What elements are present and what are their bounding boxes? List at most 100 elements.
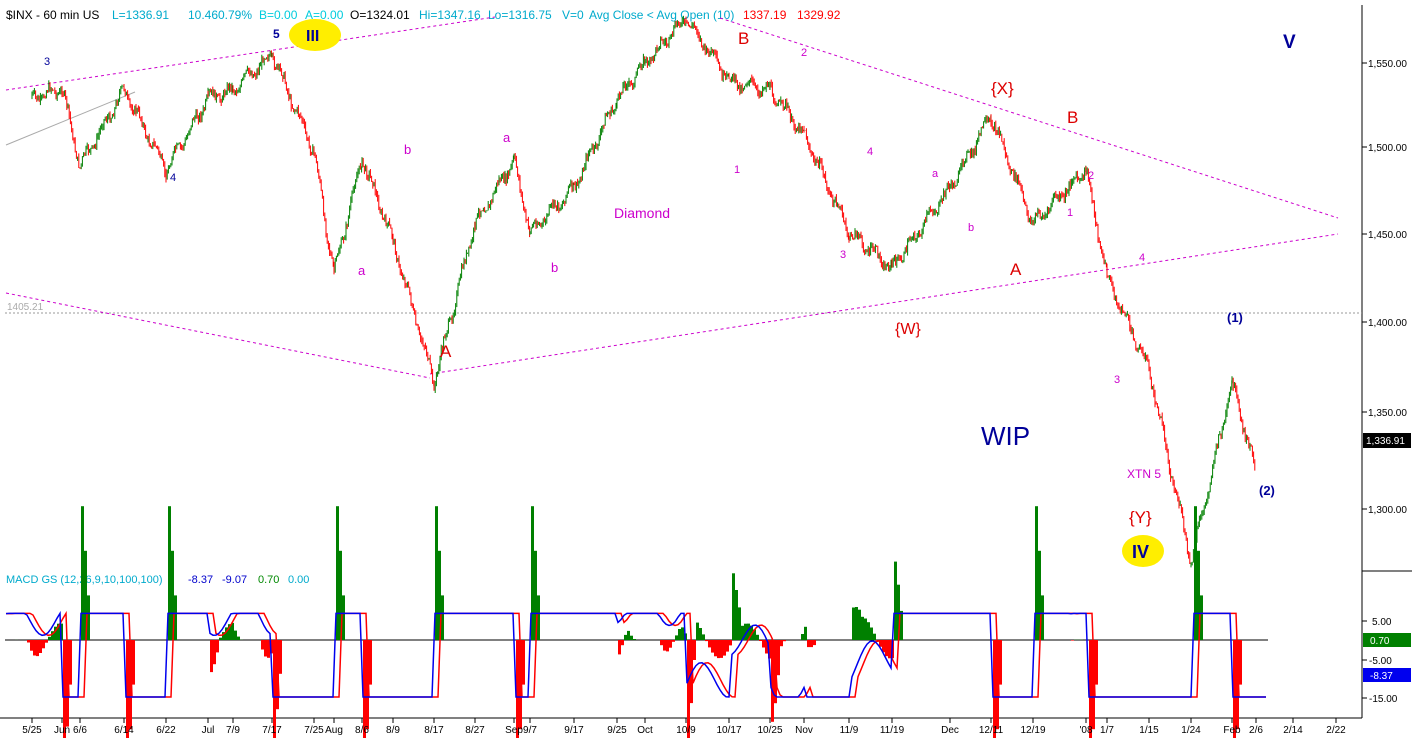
macd-histogram-bar <box>888 640 891 659</box>
header-avg: Avg Close < Avg Open (10) <box>589 8 734 22</box>
price-candles <box>31 15 1256 568</box>
macd-tick-label: -15.00 <box>1369 694 1398 705</box>
wave-label: 3 <box>44 56 50 68</box>
macd-tick-label: 5.00 <box>1372 617 1392 628</box>
macd-histogram-bar <box>768 640 771 659</box>
macd-histogram-bar <box>993 640 996 738</box>
date-tick-label: 7/9 <box>226 725 240 736</box>
macd-histogram-bar <box>231 622 234 640</box>
wave-label: 4 <box>1139 252 1145 264</box>
macd-value: -9.07 <box>222 574 247 586</box>
macd-histogram-bar <box>267 640 270 658</box>
last-price-box <box>1363 433 1411 448</box>
macd-histogram-bar <box>81 506 84 640</box>
price-tick-label: 1,400.00 <box>1368 318 1407 329</box>
macd-histogram-bar <box>273 640 276 738</box>
macd-histogram-bar <box>234 630 237 640</box>
date-tick-label: 6/22 <box>156 725 176 736</box>
macd-histogram-bar <box>228 624 231 640</box>
diamond-top-left <box>5 16 496 91</box>
macd-histogram-bar <box>531 506 534 640</box>
macd-histogram-bar <box>48 636 51 640</box>
wave-label: III <box>306 28 319 45</box>
macd-histogram-bar <box>69 640 72 685</box>
diamond-bottom-left <box>5 292 431 379</box>
macd-histogram-bar <box>780 640 783 647</box>
date-tick-label: 9/17 <box>564 725 584 736</box>
wave-label: 1 <box>734 164 740 176</box>
wave-label: {X} <box>991 79 1014 98</box>
wave-label: 4 <box>867 146 873 158</box>
macd-histogram-bar <box>630 635 633 640</box>
date-tick-label: 6/14 <box>114 725 134 736</box>
macd-histogram-bar <box>1035 506 1038 640</box>
macd-histogram-bar <box>369 640 372 685</box>
wave-label: A <box>1010 260 1022 279</box>
macd-last-box <box>1363 668 1411 682</box>
macd-histogram-bar <box>750 625 753 640</box>
macd-histogram-bar <box>882 640 885 653</box>
wave-label: a <box>503 130 511 145</box>
date-tick-label: 9/7 <box>523 725 537 736</box>
macd-histogram-bar <box>681 627 684 640</box>
macd-histogram-bar <box>534 550 537 640</box>
macd-histogram-bar <box>339 550 342 640</box>
price-tick-label: 1,300.00 <box>1368 505 1407 516</box>
macd-histogram-bar <box>27 640 30 643</box>
wave-label: IV <box>1132 542 1149 562</box>
macd-histogram-bar <box>762 640 765 648</box>
macd-histogram-bar <box>45 640 48 643</box>
date-tick-label: 2/6 <box>1249 725 1263 736</box>
date-tick-label: 12/11 <box>979 725 1004 736</box>
wave-label: {Y} <box>1129 508 1152 527</box>
macd-histogram-bar <box>633 639 636 640</box>
wave-label: (1) <box>1227 310 1243 325</box>
wave-label: A <box>440 342 452 361</box>
macd-histogram-bar <box>732 573 735 640</box>
date-tick-label: 10/25 <box>757 725 782 736</box>
date-tick-label: 7/17 <box>262 725 282 736</box>
macd-histogram-bar <box>366 640 369 730</box>
macd-histogram-bar <box>900 610 903 640</box>
macd-hist-label: 0.70 <box>1370 636 1390 647</box>
wave-label: b <box>404 142 411 157</box>
macd-histogram-bar <box>1071 640 1074 641</box>
macd-histogram-bar <box>666 640 669 652</box>
macd-histogram-bar <box>771 640 774 722</box>
macd-histogram-bar <box>735 590 738 640</box>
macd-histogram-bar <box>855 607 858 640</box>
macd-last-label: -8.37 <box>1370 671 1393 682</box>
macd-histogram-bar <box>879 640 882 647</box>
macd-histogram-bar <box>999 640 1002 685</box>
macd-histogram-bar <box>279 640 282 674</box>
macd-histogram-bar <box>714 640 717 657</box>
macd-histogram-bar <box>1233 640 1236 738</box>
date-tick-label: 6/6 <box>73 725 87 736</box>
wip-label: WIP <box>981 421 1030 451</box>
wave-label: XTN 5 <box>1127 467 1161 481</box>
date-tick-label: Oct <box>637 725 653 736</box>
macd-histogram-bar <box>213 640 216 665</box>
macd-histogram-bar <box>132 640 135 685</box>
macd-histogram-bar <box>519 640 522 730</box>
wave-label: 1 <box>1067 207 1073 219</box>
date-tick-label: 5/25 <box>22 725 42 736</box>
wave-label: b <box>551 260 558 275</box>
date-tick-label: 9/25 <box>607 725 627 736</box>
macd-histogram-bar <box>54 626 57 640</box>
macd-histogram-bar <box>63 640 66 738</box>
macd-histogram-bar <box>627 630 630 640</box>
date-tick-label: 1/7 <box>1100 725 1114 736</box>
wave-label: {W} <box>895 321 921 338</box>
macd-histogram-bar <box>225 627 228 640</box>
date-tick-label: Nov <box>795 725 813 736</box>
macd-histogram-bar <box>435 506 438 640</box>
date-tick-label: 11/9 <box>840 725 859 736</box>
header-b: B=0.00 <box>259 8 298 22</box>
macd-histogram-bar <box>171 550 174 640</box>
macd-value: 0.70 <box>258 574 279 586</box>
macd-histogram-bar <box>537 595 540 640</box>
macd-histogram-bar <box>705 640 708 642</box>
macd-histogram-bar <box>756 634 759 640</box>
